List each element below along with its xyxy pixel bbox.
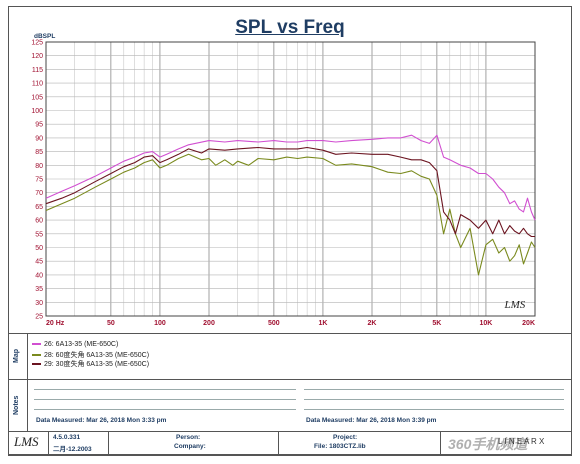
- notes-rule-right-1: [304, 389, 564, 390]
- notes-rule-right-3: [304, 409, 564, 410]
- legend-entry-1: 26: 6A13-35 (ME-650C): [32, 341, 118, 348]
- x-tick-label: 10K: [480, 320, 493, 327]
- x-tick-label: 200: [203, 320, 215, 327]
- notes-rule-left-3: [34, 409, 296, 410]
- map-divider: [27, 333, 28, 379]
- y-tick-label: 70: [35, 190, 43, 197]
- map-label: Map: [13, 349, 20, 363]
- legend-text-2: 28: 60度失角 6A13-35 (ME-650C): [44, 352, 150, 359]
- footer-logo: LMS: [14, 434, 39, 449]
- footer-divider-2: [108, 431, 109, 454]
- y-tick-label: 115: [32, 67, 43, 74]
- y-tick-label: 35: [35, 286, 43, 293]
- y-tick-label: 40: [35, 272, 43, 279]
- x-tick-label: 50: [107, 320, 115, 327]
- chart-title: SPL vs Freq: [235, 17, 345, 38]
- series-line-3: [45, 146, 535, 238]
- note-right: Data Measured: Mar 26, 2018 Mon 3:39 pm: [306, 417, 437, 424]
- notes-rule-left-2: [34, 399, 296, 400]
- lms-mark: LMS: [504, 299, 526, 311]
- legend-swatch-2: [32, 354, 41, 357]
- footer-person: Person:: [176, 434, 201, 441]
- footer-divider-1: [48, 431, 49, 454]
- notes-rule-left-1: [34, 389, 296, 390]
- map-section: [8, 333, 572, 380]
- x-tick-label: 2K: [368, 320, 377, 327]
- series-line-2: [45, 153, 536, 276]
- y-tick-label: 120: [31, 53, 43, 60]
- plot-border: [45, 41, 536, 317]
- legend-swatch-1: [32, 343, 41, 346]
- footer-version: 4.5.0.331: [53, 434, 81, 441]
- y-tick-label: 125: [31, 40, 43, 47]
- footer-brand: L I N E A R X: [498, 437, 545, 446]
- y-tick-label: 65: [35, 204, 43, 211]
- note-left: Data Measured: Mar 26, 2018 Mon 3:33 pm: [36, 417, 167, 424]
- y-tick-label: 55: [35, 231, 43, 238]
- x-tick-label: 20 Hz: [46, 320, 65, 327]
- legend-swatch-3: [32, 363, 41, 366]
- y-tick-label: 95: [35, 122, 43, 129]
- y-tick-label: 60: [35, 218, 43, 225]
- footer-divider-3: [278, 431, 279, 454]
- x-tick-label: 5K: [432, 320, 441, 327]
- legend-text-3: 29: 30度失角 6A13-35 (ME-650C): [44, 361, 150, 368]
- legend-entry-2: 28: 60度失角 6A13-35 (ME-650C): [32, 350, 149, 360]
- notes-section: [8, 379, 572, 432]
- x-tick-label: 500: [268, 320, 280, 327]
- legend-text-1: 26: 6A13-35 (ME-650C): [44, 341, 119, 348]
- y-tick-label: 75: [35, 177, 43, 184]
- y-tick-label: 50: [35, 245, 43, 252]
- y-tick-label: 105: [31, 94, 43, 101]
- footer-watermark: 360手机频道: [448, 436, 528, 452]
- notes-label: Notes: [13, 395, 20, 415]
- notes-rule-right-2: [304, 399, 564, 400]
- footer-bar: [8, 431, 572, 455]
- y-axis-label: dBSPL: [34, 33, 55, 40]
- notes-divider: [27, 379, 28, 431]
- footer-date: 二月-12.2003: [53, 446, 92, 453]
- y-tick-label: 90: [35, 135, 43, 142]
- y-tick-label: 100: [31, 108, 43, 115]
- plot-area: 125 120 115 110 105 100 95 90 85 80 75 70 65 60 55 50 45…: [31, 33, 536, 327]
- footer-divider-4: [440, 431, 441, 454]
- y-tick-label: 110: [32, 81, 43, 88]
- y-tick-label: 45: [35, 259, 43, 266]
- legend-entry-3: 29: 30度失角 6A13-35 (ME-650C): [32, 359, 149, 369]
- x-tick-label: 100: [154, 320, 166, 327]
- x-tick-label: 20K: [522, 320, 535, 327]
- y-tick-label: 25: [35, 314, 43, 321]
- y-tick-label: 80: [35, 163, 43, 170]
- y-tick-label: 30: [35, 300, 43, 307]
- series-line-1: [45, 134, 536, 221]
- x-tick-label: 1K: [318, 320, 327, 327]
- footer-project: Project:: [333, 434, 358, 441]
- footer-file: File: 1803CTZ.lib: [314, 443, 366, 450]
- y-tick-label: 85: [35, 149, 43, 156]
- info-panel: Map 26: 6A13-35 (ME-650C) 28: 60度失角 6A13…: [8, 333, 572, 455]
- footer-company: Company:: [174, 443, 206, 450]
